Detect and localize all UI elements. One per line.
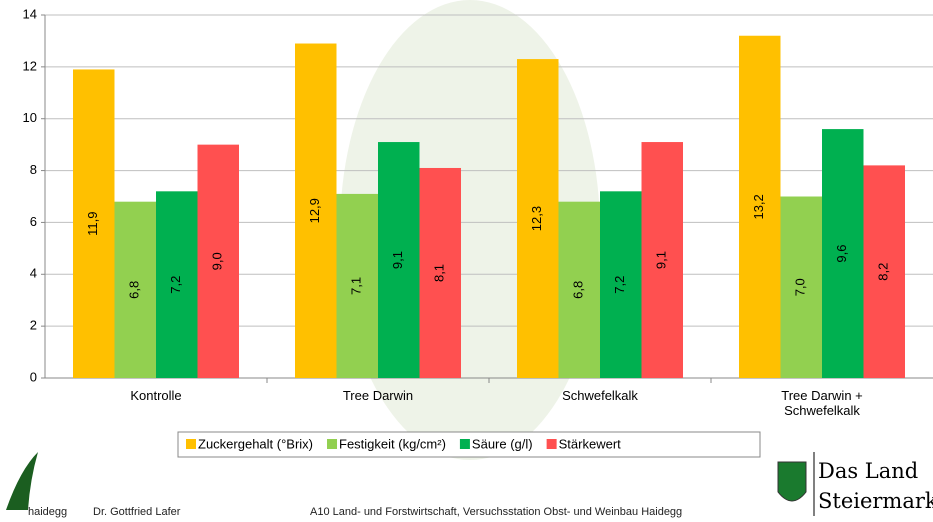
y-tick-label: 6 <box>30 214 37 229</box>
data-label: 8,2 <box>876 263 891 281</box>
haidegg-logo <box>6 452 38 510</box>
y-tick-label: 14 <box>23 6 37 21</box>
legend-swatch <box>460 439 470 449</box>
x-tick-label: Tree Darwin + Schwefelkalk <box>742 388 902 418</box>
data-label: 12,3 <box>529 206 544 231</box>
data-label: 9,0 <box>210 252 225 270</box>
data-label: 8,1 <box>432 264 447 282</box>
legend-label: Festigkeit (kg/cm²) <box>339 436 446 451</box>
y-tick-label: 0 <box>30 369 37 384</box>
legend-label: Stärkewert <box>559 436 622 451</box>
data-label: 7,2 <box>612 276 627 294</box>
x-tick-label: Schwefelkalk <box>520 388 680 403</box>
logo-text: haidegg <box>28 506 67 518</box>
y-tick-label: 8 <box>30 162 37 177</box>
legend-swatch <box>327 439 337 449</box>
x-tick-label: Kontrolle <box>76 388 236 403</box>
legend-swatch <box>186 439 196 449</box>
data-label: 9,1 <box>654 251 669 269</box>
y-tick-label: 2 <box>30 318 37 333</box>
author: Dr. Gottfried Lafer <box>93 506 180 518</box>
y-tick-label: 10 <box>23 110 37 125</box>
y-tick-label: 4 <box>30 266 37 281</box>
data-label: 12,9 <box>307 198 322 223</box>
brand-line: Das Land <box>818 460 918 482</box>
legend-label: Säure (g/l) <box>472 436 533 451</box>
chart: 0 2 4 6 8 10 12 14 11,9 6,8 7,2 9,0 12,9 7,1 9,1 8,1 12,… <box>0 0 933 522</box>
legend-label: Zuckergehalt (°Brix) <box>198 436 313 451</box>
data-label: 7,2 <box>168 276 183 294</box>
page: {"chart_data": {"type": "bar", "categori… <box>0 0 933 522</box>
data-label: 6,8 <box>127 281 142 299</box>
legend-swatch <box>547 439 557 449</box>
data-label: 9,1 <box>390 251 405 269</box>
brand-line: Steiermark <box>818 490 933 512</box>
data-label: 11,9 <box>85 212 100 236</box>
institution: A10 Land- und Forstwirtschaft, Versuchss… <box>310 506 682 518</box>
legend: Zuckergehalt (°Brix) Festigkeit (kg/cm²) S… <box>178 432 760 457</box>
data-label: 6,8 <box>571 281 586 299</box>
x-tick-label: Tree Darwin <box>298 388 458 403</box>
data-label: 13,2 <box>751 194 766 219</box>
data-label: 7,1 <box>349 277 364 295</box>
data-label: 7,0 <box>793 278 808 296</box>
y-tick-label: 12 <box>23 58 37 73</box>
crest <box>778 462 806 501</box>
data-label: 9,6 <box>834 245 849 263</box>
